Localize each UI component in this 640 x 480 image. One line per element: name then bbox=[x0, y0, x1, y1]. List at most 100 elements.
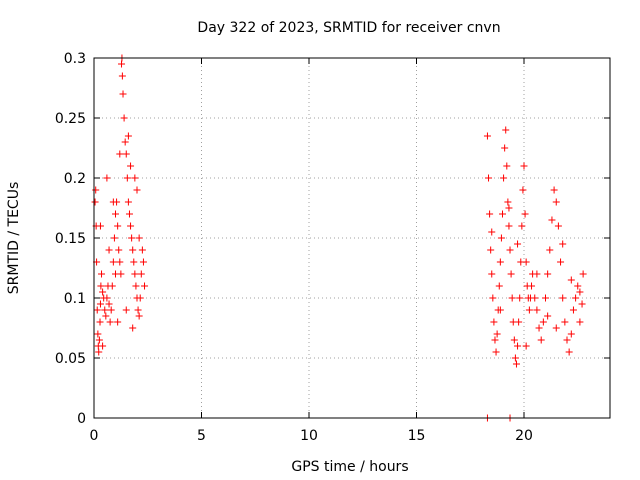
data-point bbox=[96, 318, 104, 326]
data-point bbox=[119, 90, 127, 98]
data-point bbox=[135, 234, 143, 242]
x-tick-label: 20 bbox=[515, 428, 533, 444]
data-point bbox=[116, 150, 124, 158]
data-point bbox=[559, 294, 567, 302]
data-point bbox=[139, 258, 147, 266]
data-point bbox=[106, 318, 114, 326]
data-point bbox=[519, 186, 527, 194]
data-point bbox=[544, 270, 552, 278]
data-point bbox=[514, 240, 522, 248]
data-point bbox=[489, 294, 497, 302]
data-point bbox=[554, 222, 562, 230]
data-point bbox=[487, 246, 495, 254]
data-point bbox=[550, 186, 558, 194]
data-point bbox=[96, 222, 104, 230]
data-point bbox=[510, 336, 518, 344]
data-point bbox=[512, 360, 520, 368]
data-point bbox=[120, 114, 128, 122]
y-tick-label: 0.3 bbox=[64, 51, 86, 67]
data-point bbox=[492, 348, 500, 356]
y-tick-label: 0.05 bbox=[55, 351, 86, 367]
data-point bbox=[105, 300, 113, 308]
data-point bbox=[115, 246, 123, 254]
data-point bbox=[97, 282, 105, 290]
data-point bbox=[488, 228, 496, 236]
data-point bbox=[496, 306, 504, 314]
data-point bbox=[109, 198, 117, 206]
data-point bbox=[537, 336, 545, 344]
data-point bbox=[98, 270, 106, 278]
data-point bbox=[548, 216, 556, 224]
data-point bbox=[516, 294, 524, 302]
data-point bbox=[96, 300, 104, 308]
data-point bbox=[567, 330, 575, 338]
data-point bbox=[107, 306, 115, 314]
data-point bbox=[91, 198, 99, 206]
data-point bbox=[138, 246, 146, 254]
data-point bbox=[520, 162, 528, 170]
data-point bbox=[124, 198, 132, 206]
data-point bbox=[567, 276, 575, 284]
data-point bbox=[491, 336, 499, 344]
data-point bbox=[535, 324, 543, 332]
data-point bbox=[135, 312, 143, 320]
data-point bbox=[137, 270, 145, 278]
data-point bbox=[118, 60, 126, 68]
data-point bbox=[522, 258, 530, 266]
data-point bbox=[502, 126, 510, 134]
data-point bbox=[121, 138, 129, 146]
data-point bbox=[123, 174, 131, 182]
data-point bbox=[122, 150, 130, 158]
data-point bbox=[112, 270, 119, 278]
data-point bbox=[507, 270, 515, 278]
data-point bbox=[515, 318, 523, 326]
data-point bbox=[116, 258, 124, 266]
data-point bbox=[493, 330, 501, 338]
x-tick-label: 0 bbox=[90, 428, 99, 444]
data-point bbox=[132, 282, 140, 290]
data-point bbox=[95, 336, 103, 344]
data-point bbox=[101, 306, 109, 314]
data-point bbox=[118, 72, 126, 80]
y-tick-label: 0.15 bbox=[55, 231, 86, 247]
data-point bbox=[504, 198, 512, 206]
data-point bbox=[497, 234, 505, 242]
data-point bbox=[559, 240, 567, 248]
data-point bbox=[103, 294, 111, 302]
data-point bbox=[511, 354, 519, 362]
data-point bbox=[99, 288, 107, 296]
data-point bbox=[496, 258, 504, 266]
data-point bbox=[99, 342, 107, 350]
x-tick-label: 10 bbox=[300, 428, 318, 444]
data-point bbox=[114, 318, 122, 326]
y-axis-label: SRMTID / TECUs bbox=[6, 182, 22, 295]
data-point bbox=[528, 282, 536, 290]
data-point bbox=[130, 258, 138, 266]
y-tick-label: 0 bbox=[77, 411, 86, 427]
x-tick-label: 15 bbox=[408, 428, 426, 444]
data-point bbox=[92, 186, 100, 194]
data-point bbox=[522, 342, 530, 350]
data-point bbox=[128, 234, 136, 242]
data-point bbox=[105, 246, 113, 254]
data-point bbox=[108, 282, 116, 290]
data-point bbox=[552, 198, 560, 206]
data-point bbox=[103, 174, 111, 182]
data-point bbox=[518, 222, 526, 230]
data-point bbox=[490, 318, 498, 326]
data-point bbox=[483, 132, 491, 140]
data-point bbox=[127, 222, 135, 230]
data-point bbox=[122, 306, 130, 314]
data-point bbox=[488, 270, 496, 278]
data-point bbox=[125, 210, 133, 218]
data-point bbox=[129, 246, 137, 254]
chart-title: Day 322 of 2023, SRMTID for receiver cnv… bbox=[197, 20, 500, 36]
data-point bbox=[563, 336, 571, 344]
data-point bbox=[102, 312, 110, 320]
data-point bbox=[525, 306, 533, 314]
data-point bbox=[572, 294, 580, 302]
data-point bbox=[542, 294, 549, 302]
data-point bbox=[94, 330, 102, 338]
data-point bbox=[569, 306, 577, 314]
y-axis-ticks: 0 0.05 0.1 0.15 0.2 0.25 0.3 bbox=[55, 51, 610, 427]
